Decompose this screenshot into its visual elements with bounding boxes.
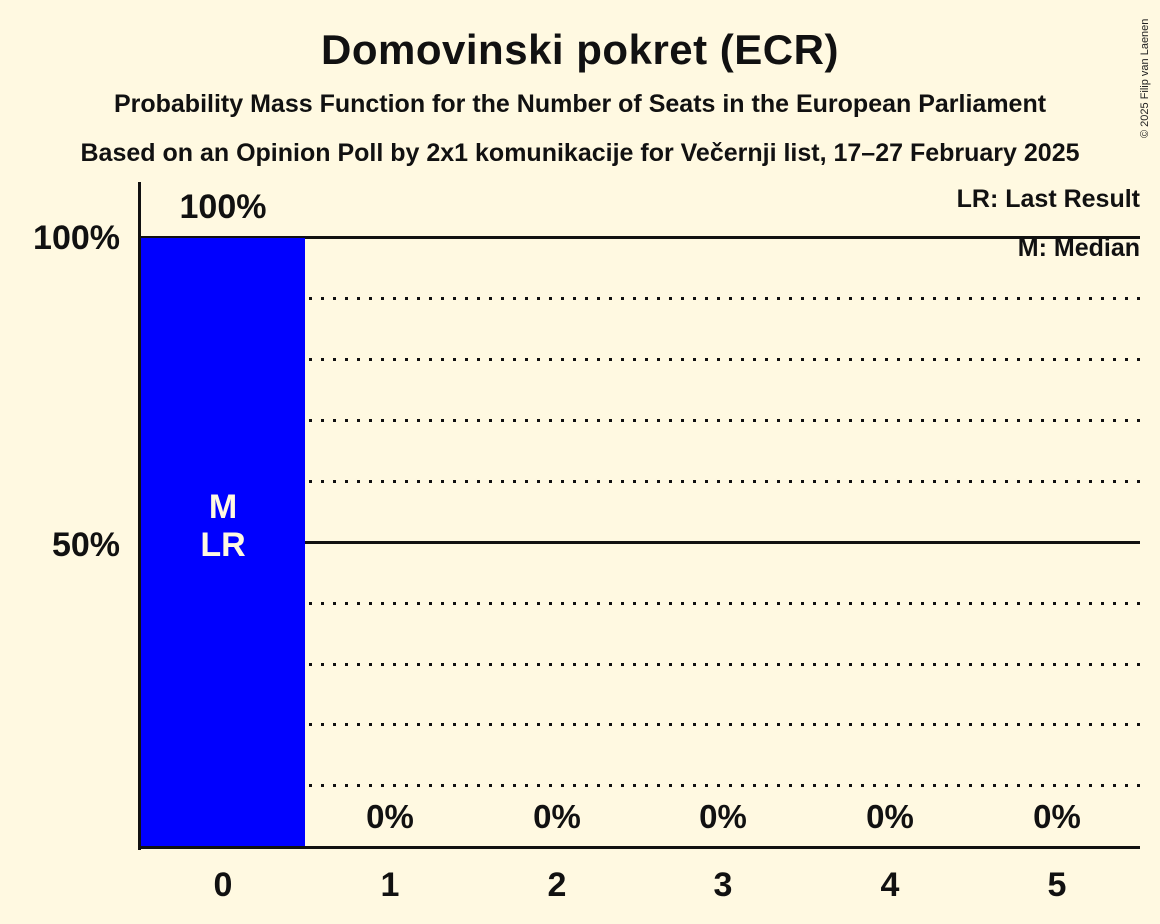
gridline-60pct xyxy=(141,480,1140,483)
x-tick-label-1: 1 xyxy=(380,866,400,904)
gridline-30pct xyxy=(141,663,1140,666)
legend-last-result: LR: Last Result xyxy=(956,185,1140,213)
bar-marker-block: M LR xyxy=(141,488,305,564)
median-marker: M xyxy=(208,488,238,526)
x-tick-label-2: 2 xyxy=(547,866,567,904)
gridline-50pct xyxy=(141,541,1140,544)
y-axis-line xyxy=(138,182,141,850)
value-label-seats-2: 0% xyxy=(533,798,581,835)
page-title: Domovinski pokret (ECR) xyxy=(321,26,839,73)
x-tick-label-5: 5 xyxy=(1047,866,1067,904)
y-axis-label-50: 50% xyxy=(51,526,120,564)
gridline-90pct xyxy=(141,297,1140,300)
x-axis-line xyxy=(138,846,1140,849)
value-label-seats-3: 0% xyxy=(699,798,747,835)
last-result-marker: LR xyxy=(200,526,246,564)
gridline-80pct xyxy=(141,358,1140,361)
value-label-seats-4: 0% xyxy=(866,798,914,835)
copyright-notice: © 2025 Filip van Laenen xyxy=(1139,18,1151,138)
gridline-70pct xyxy=(141,419,1140,422)
chart-source-line: Based on an Opinion Poll by 2x1 komunika… xyxy=(80,139,1080,167)
gridline-10pct xyxy=(141,784,1140,787)
x-tick-label-3: 3 xyxy=(713,866,733,904)
x-tick-label-4: 4 xyxy=(880,866,900,904)
y-axis-label-100: 100% xyxy=(33,219,120,257)
gridline-100pct xyxy=(141,236,1140,239)
gridline-40pct xyxy=(141,602,1140,605)
value-label-seats-5: 0% xyxy=(1033,798,1081,835)
value-label-seats-1: 0% xyxy=(366,798,414,835)
value-label-seats-0: 100% xyxy=(179,188,267,226)
gridline-20pct xyxy=(141,723,1140,726)
chart-subtitle: Probability Mass Function for the Number… xyxy=(113,90,1047,118)
bar-seats-0: M LR xyxy=(141,238,305,847)
x-tick-label-0: 0 xyxy=(213,866,233,904)
